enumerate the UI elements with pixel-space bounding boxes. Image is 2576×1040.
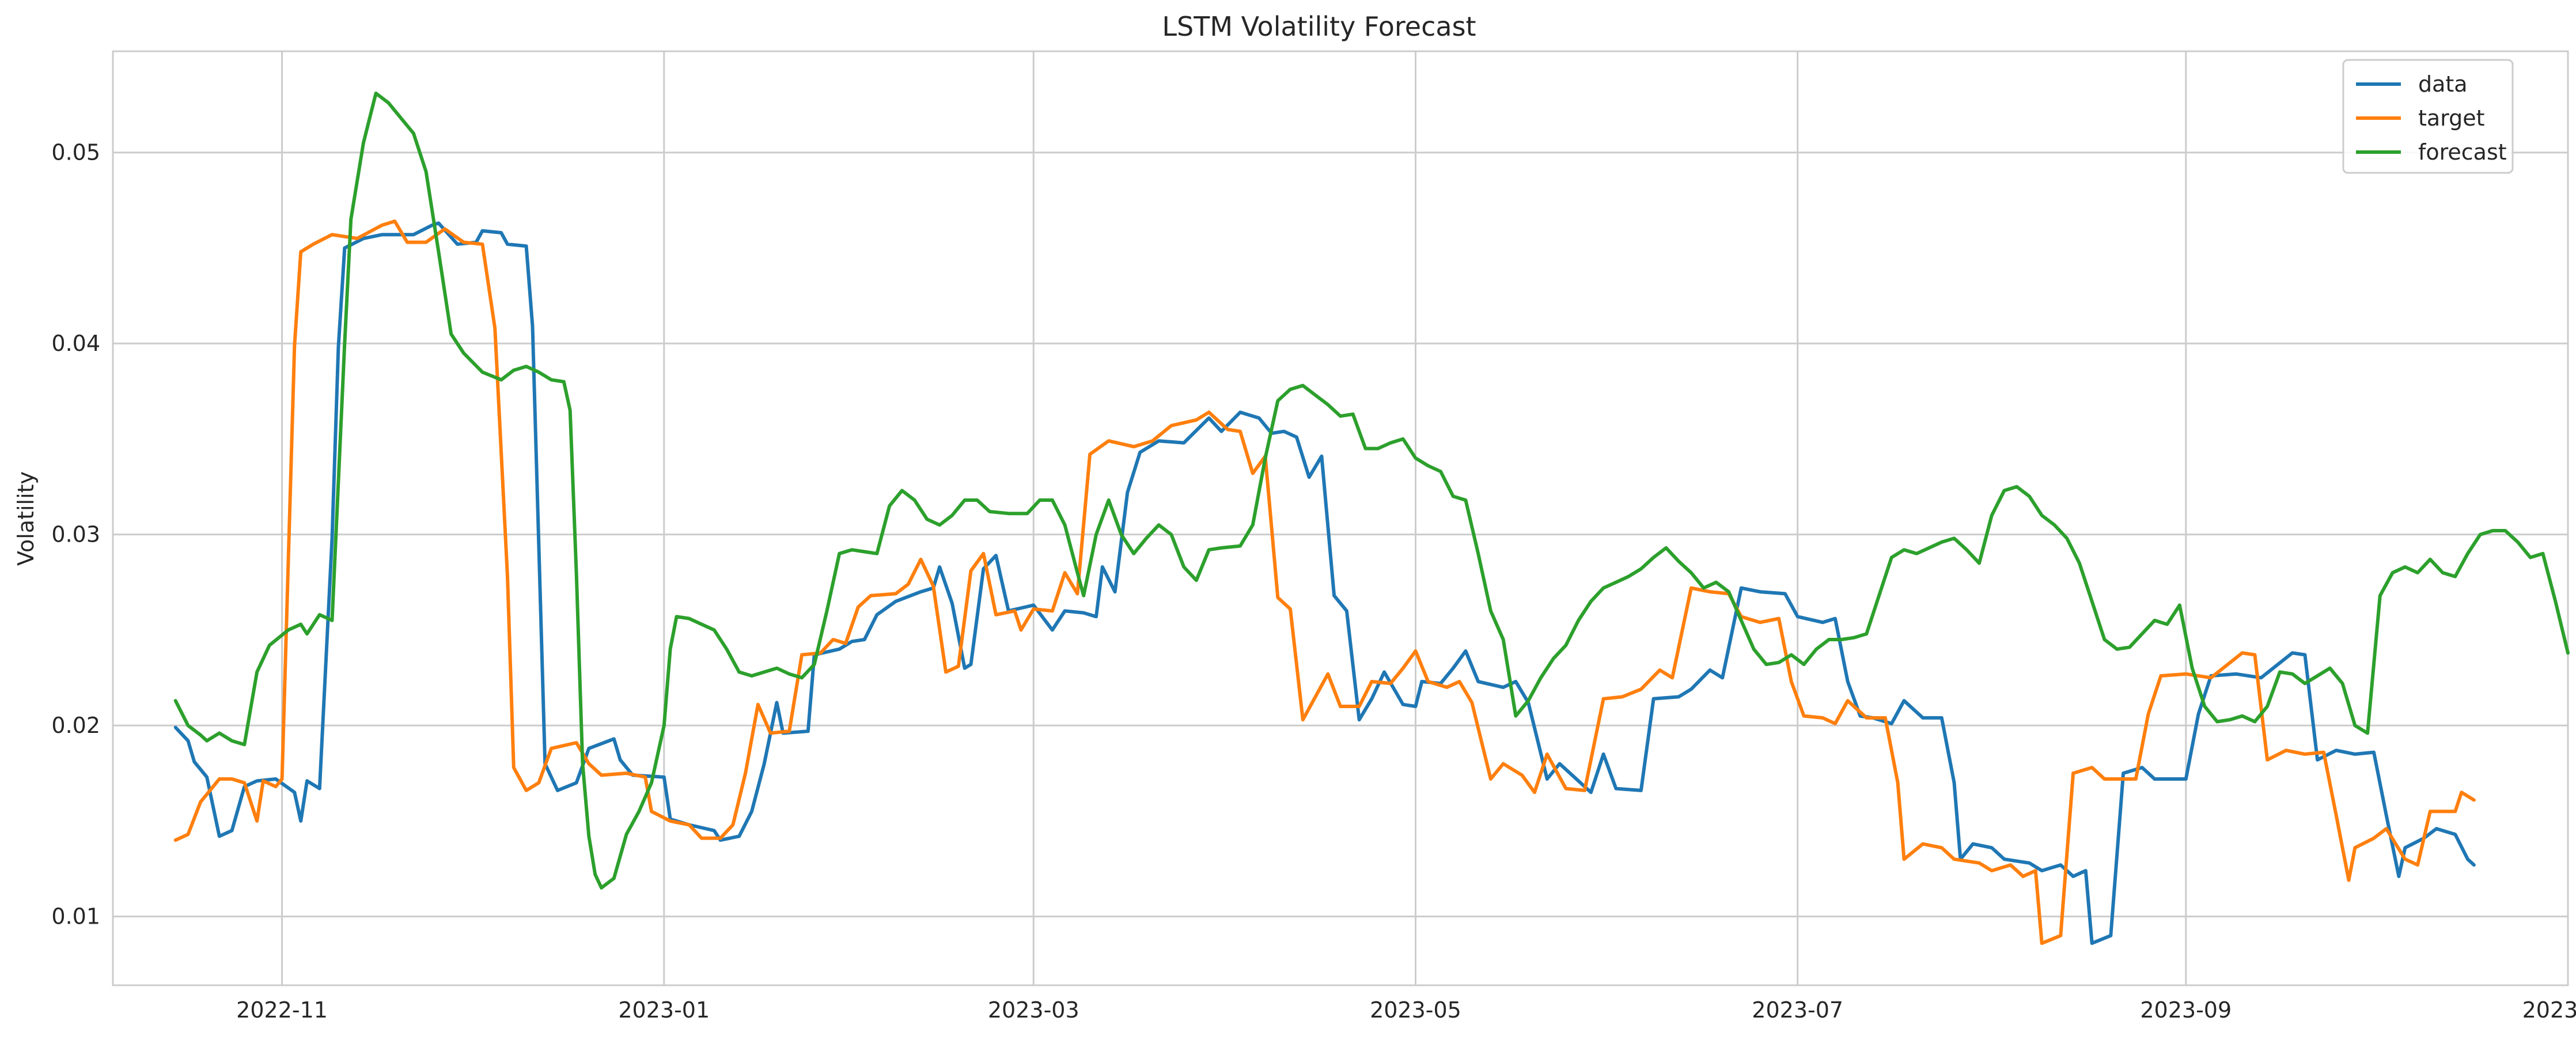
y-tick-label-3: 0.04 (51, 331, 100, 356)
x-tick-label-4: 2023-07 (1752, 997, 1843, 1023)
plot-frame (112, 50, 2569, 986)
series-line-forecast (173, 91, 2570, 890)
series-line-target (173, 220, 2476, 946)
x-tick-label-2: 2023-03 (988, 997, 1079, 1023)
y-tick-label-4: 0.05 (51, 140, 100, 165)
x-tick-label-3: 2023-05 (1370, 997, 1461, 1023)
x-tick-label-5: 2023-09 (2140, 997, 2232, 1023)
x-tick-label-0: 2022-11 (236, 997, 328, 1023)
y-tick-label-2: 0.03 (51, 522, 100, 547)
x-tick-label-1: 2023-01 (618, 997, 710, 1023)
legend: data target forecast (2342, 59, 2514, 174)
y-axis-ticks: 0.01 0.02 0.03 0.04 0.05 (51, 140, 100, 929)
x-axis-ticks: 2022-11 2023-01 2023-03 2023-05 2023-07 2023-… (236, 997, 2576, 1023)
legend-box (2342, 59, 2514, 174)
grid-lines (113, 51, 2569, 985)
y-axis-label: Volatility (13, 471, 39, 566)
chart-title: LSTM Volatility Forecast (1162, 11, 1476, 42)
series-layer (173, 91, 2570, 946)
y-tick-label-0: 0.01 (51, 904, 100, 929)
x-tick-label-6: 2023-11 (2522, 997, 2576, 1023)
legend-label-target: target (2418, 105, 2485, 131)
legend-label-forecast: forecast (2418, 139, 2507, 165)
y-tick-label-1: 0.02 (51, 713, 100, 738)
legend-label-data: data (2418, 71, 2468, 97)
